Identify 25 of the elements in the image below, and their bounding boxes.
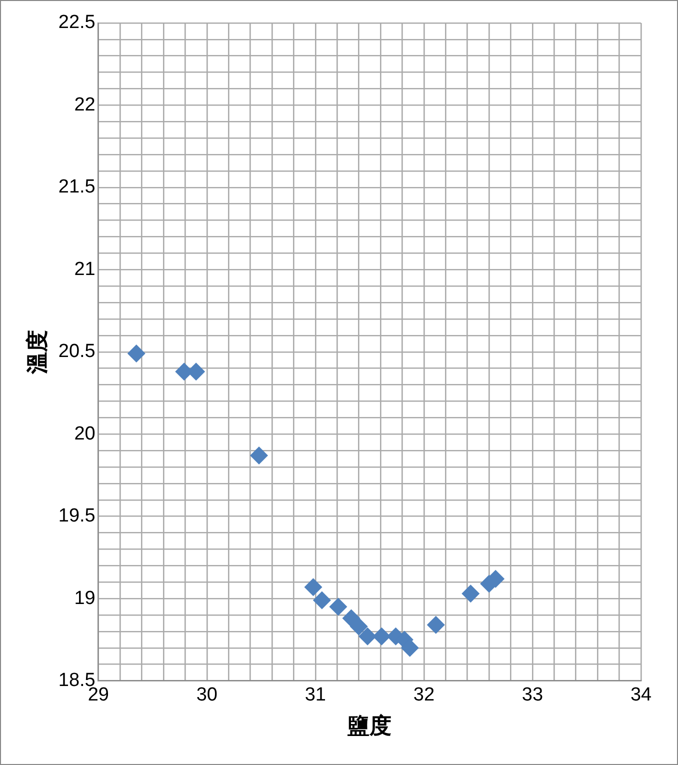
y-tick-label: 20.5 [58,341,96,362]
point [426,616,445,634]
x-tick-label: 33 [522,684,544,706]
x-tick-label: 30 [196,684,218,706]
x-axis-title: 鹽度 [346,712,392,738]
y-tick-label: 20 [74,423,96,444]
point [350,618,368,636]
point [312,591,331,610]
y-tick-label: 22.5 [58,12,96,34]
point [372,627,391,646]
point [304,578,322,596]
y-tick-label: 21.5 [58,176,96,198]
point [462,584,480,603]
point [358,627,377,646]
y-tick-label: 22 [74,94,96,116]
x-tick-label: 32 [413,684,435,706]
y-tick-label: 19.5 [58,506,96,527]
x-tick-label: 34 [630,684,652,706]
point [127,344,146,363]
y-tick-label: 19 [74,588,96,609]
x-tick-label: 31 [304,684,326,706]
y-tick-label: 21 [74,258,96,280]
point [250,446,268,465]
y-axis-title: 溫度 [24,330,50,375]
point [329,598,348,616]
